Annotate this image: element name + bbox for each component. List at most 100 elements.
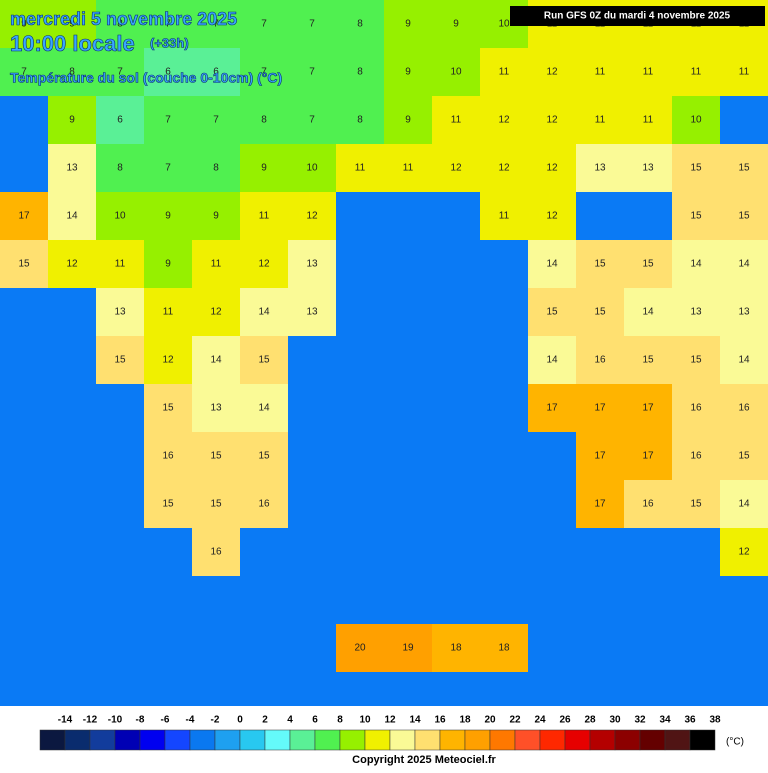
legend-swatch [64,729,91,751]
land-cell [720,288,768,336]
land-cell [720,192,768,240]
temp-label: 13 [210,403,222,414]
temp-label: 11 [595,67,606,78]
temp-label: 14 [642,307,654,318]
temp-label: 16 [594,355,606,366]
temp-label: 7 [261,67,267,78]
temp-label: 8 [357,19,363,30]
temp-label: 12 [738,547,750,558]
legend-tick: 2 [262,715,268,726]
legend-swatch [689,729,716,751]
legend-swatch [439,729,466,751]
land-cell [576,240,624,288]
legend-swatch [364,729,391,751]
legend-tick: 16 [434,715,446,726]
temp-label: 15 [162,499,174,510]
legend-tick: 36 [684,715,696,726]
land-cell [96,96,144,144]
land-cell [480,96,528,144]
temp-label: 14 [546,259,558,270]
land-cell [576,432,624,480]
temp-label: 8 [117,163,123,174]
land-cell [672,336,720,384]
temp-label: 15 [690,163,702,174]
land-cell [240,432,288,480]
land-cell [336,96,384,144]
legend-swatch [489,729,516,751]
land-cell [144,384,192,432]
land-cell [48,144,96,192]
land-cell [144,480,192,528]
land-cell [720,384,768,432]
legend-tick: -12 [83,715,98,726]
run-box [510,6,765,26]
land-cell [672,144,720,192]
legend-tick: 0 [237,715,243,726]
land-cell [192,480,240,528]
copyright: Copyright 2025 Meteociel.fr [352,754,496,766]
temp-label: 13 [66,163,78,174]
land-cell [672,432,720,480]
land-cell [144,336,192,384]
land-cell [240,0,288,48]
temp-label: 16 [690,451,702,462]
temp-label: 16 [258,499,270,510]
land-cell [96,192,144,240]
legend-tick: 30 [609,715,621,726]
land-cell [720,528,768,576]
temp-label: 15 [738,163,750,174]
land-cell [480,192,528,240]
land-cell [720,48,768,96]
land-cell [432,96,480,144]
land-cell [384,624,432,672]
temp-label: 13 [306,259,318,270]
land-cell [576,288,624,336]
land-cell [480,624,528,672]
land-cell [720,240,768,288]
temp-label: 7 [213,19,219,30]
legend-swatch [239,729,266,751]
grid-labels: 9 9 8 7 7 7 7 8 9 9 10 11 11 11 11 11 7 8 7 6 6 7 7 8 9 10 11 12 11 1… [18,19,750,654]
temp-label: 15 [738,211,750,222]
temp-label: 12 [498,115,510,126]
legend-swatch [189,729,216,751]
land-cell [192,48,240,96]
temp-label: 7 [261,19,267,30]
temp-label: 16 [738,403,750,414]
land-cell [576,96,624,144]
legend-swatch [314,729,341,751]
temp-label: 9 [165,259,171,270]
temp-label: 14 [210,355,222,366]
temp-label: 14 [66,211,78,222]
land-cell [288,240,336,288]
land-cell [144,432,192,480]
temp-label: 15 [690,355,702,366]
temp-label: 10 [114,211,126,222]
temp-label: 17 [642,451,654,462]
land-cell [144,144,192,192]
legend-tick: 32 [634,715,646,726]
land-cell [240,384,288,432]
legend-tick: -10 [108,715,123,726]
temp-label: 12 [450,163,462,174]
temp-label: 8 [117,19,123,30]
temp-label: 7 [309,115,315,126]
temp-label: 17 [18,211,30,222]
land-cell [192,144,240,192]
temp-label: 11 [643,115,654,126]
temp-label: 15 [18,259,30,270]
land-cell [720,432,768,480]
temp-label: 7 [309,67,315,78]
temp-label: 15 [642,259,654,270]
temp-label: 16 [162,451,174,462]
land-cell [288,0,336,48]
time: 10:00 locale [10,31,135,56]
temp-label: 11 [259,211,270,222]
land-cell [144,48,192,96]
land-cell [624,144,672,192]
legend-tick: 14 [409,715,421,726]
land-cell [624,96,672,144]
temp-label: 12 [162,355,174,366]
land-cell [96,144,144,192]
